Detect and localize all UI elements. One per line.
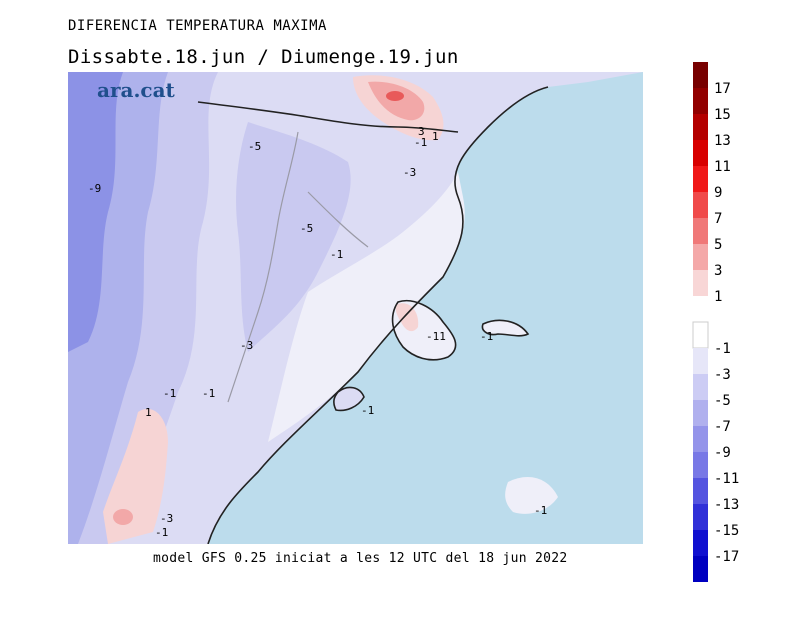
contour-label: -1 xyxy=(163,387,176,400)
legend-positive-swatch xyxy=(693,62,708,88)
contour-label: -9 xyxy=(88,182,101,195)
region-border xyxy=(227,131,299,403)
coastal-mild-zone xyxy=(268,172,465,442)
contour-label: -3 xyxy=(240,339,253,352)
cold-zone-west-deepest xyxy=(68,72,123,352)
color-legend-bar: 17 15 13 11 9 7 5 3 1 -1 -3 -5 -7 -9 -11 -13 -15 -17 xyxy=(692,62,739,582)
coastal-mild-patch-southeast xyxy=(505,477,558,514)
legend-negative-label: -15 xyxy=(714,523,739,539)
contour-label: -1 xyxy=(155,526,168,539)
color-legend: 17 15 13 11 9 7 5 3 1 -1 -3 -5 -7 -9 -11 -13 -15 -17 xyxy=(692,62,793,582)
contour-label: 1 xyxy=(432,130,439,143)
island-ibiza xyxy=(333,386,365,412)
legend-negative-swatch xyxy=(693,426,708,452)
warm-zone-northeast-peak xyxy=(386,91,404,101)
legend-negative-label: -5 xyxy=(714,393,731,409)
contour-label: -1 xyxy=(534,504,547,517)
legend-negative-label: -9 xyxy=(714,445,731,461)
legend-negative-label: -13 xyxy=(714,497,739,513)
contour-label: 3 xyxy=(418,125,425,138)
legend-positive-label: 1 xyxy=(714,289,722,305)
region-border xyxy=(307,191,369,248)
legend-negative-swatch xyxy=(693,530,708,556)
model-caption: model GFS 0.25 iniciat a les 12 UTC del … xyxy=(153,551,568,566)
legend-positive-swatch xyxy=(693,244,708,270)
contour-label: -3 xyxy=(403,166,416,179)
legend-negative-swatch xyxy=(693,504,708,530)
legend-negative-swatch xyxy=(693,452,708,478)
legend-negative-label: -1 xyxy=(714,341,731,357)
cold-zone-interior xyxy=(236,122,351,352)
coastline xyxy=(207,86,549,544)
legend-negative-label: -17 xyxy=(714,549,739,565)
island-menorca xyxy=(481,319,530,337)
legend-positive-swatch xyxy=(693,114,708,140)
contour-label: 1 xyxy=(145,406,152,419)
contour-label: -1 xyxy=(330,248,343,261)
legend-negative-swatch xyxy=(692,321,709,349)
warm-zone-northeast-core xyxy=(368,81,425,121)
legend-positive-label: 5 xyxy=(714,237,722,253)
ara-cat-logo: ara.cat xyxy=(97,78,175,102)
legend-negative-swatch xyxy=(693,348,708,374)
legend-positive-label: 3 xyxy=(714,263,722,279)
legend-positive-swatch xyxy=(693,88,708,114)
contour-label: -5 xyxy=(300,222,313,235)
mallorca-warm-zone xyxy=(395,303,419,332)
contour-label: -1 xyxy=(480,330,493,343)
contour-label: -1 xyxy=(202,387,215,400)
legend-positive-label: 15 xyxy=(714,107,731,123)
legend-negative-label: -11 xyxy=(714,471,739,487)
chart-title: DIFERENCIA TEMPERATURA MAXIMA xyxy=(68,18,327,34)
legend-positive-label: 7 xyxy=(714,211,722,227)
legend-positive-swatch xyxy=(693,270,708,296)
legend-negative-label: -7 xyxy=(714,419,731,435)
legend-positive-swatch xyxy=(693,192,708,218)
legend-positive-label: 13 xyxy=(714,133,731,149)
legend-negative-swatch xyxy=(693,478,708,504)
legend-negative-swatch xyxy=(693,556,708,582)
legend-positive-swatch xyxy=(693,218,708,244)
contour-label: -1 xyxy=(361,404,374,417)
date-range-subtitle: Dissabte.18.jun / Diumenge.19.jun xyxy=(68,46,459,68)
legend-positive-swatch xyxy=(693,140,708,166)
warm-zone-southwest-core xyxy=(113,509,133,525)
legend-negative-swatch xyxy=(693,400,708,426)
contour-label: -11 xyxy=(426,330,446,343)
legend-positive-label: 17 xyxy=(714,81,731,97)
contour-label: -3 xyxy=(160,512,173,525)
legend-negative-swatch xyxy=(693,374,708,400)
legend-positive-label: 9 xyxy=(714,185,722,201)
map-canvas: -9 -5 -5 -3 -1 3 -1 1 -1 -3 -1 -1 1 -1 -… xyxy=(68,72,643,544)
legend-negative-label: -3 xyxy=(714,367,731,383)
temperature-map: -9 -5 -5 -3 -1 3 -1 1 -1 -3 -1 -1 1 -1 -… xyxy=(68,72,643,544)
contour-label: -5 xyxy=(248,140,261,153)
country-border xyxy=(197,101,459,133)
contour-label: -1 xyxy=(414,136,427,149)
legend-positive-swatch xyxy=(693,166,708,192)
legend-positive-label: 11 xyxy=(714,159,731,175)
